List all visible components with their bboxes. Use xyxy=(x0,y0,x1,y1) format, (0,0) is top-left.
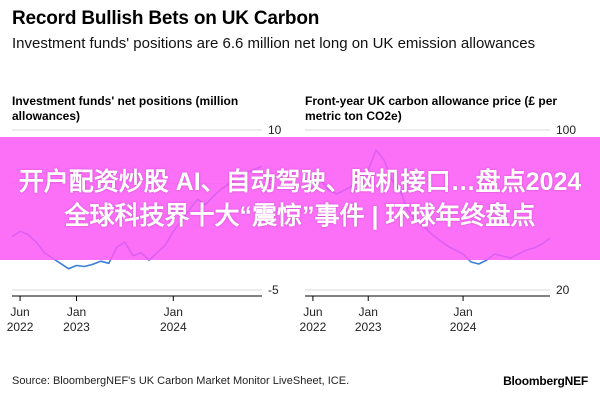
left-panel-title: Investment funds' net positions (million… xyxy=(12,94,239,123)
x-tick-month-0-2: Jan xyxy=(164,305,183,319)
x-tick-year-1-0: 2022 xyxy=(300,320,327,334)
overlay-banner-text: 开户配资炒股 AI、自动驾驶、脑机接口…盘点2024全球科技界十大“震惊”事件 … xyxy=(18,167,582,230)
y-tick-label-1-1: 20 xyxy=(556,283,570,297)
right-panel-title: Front-year UK carbon allowance price (£ … xyxy=(305,94,558,123)
source-note: Source: BloombergNEF's UK Carbon Market … xyxy=(12,375,350,387)
brand-logo: BloombergNEF xyxy=(503,374,588,388)
y-tick-label-0-0: 10 xyxy=(268,123,282,137)
x-tick-month-0-0: Jun xyxy=(10,305,29,319)
x-tick-year-1-2: 2024 xyxy=(450,320,477,334)
x-tick-month-0-1: Jan xyxy=(67,305,86,319)
x-tick-year-0-1: 2023 xyxy=(63,320,90,334)
chart-subtitle: Investment funds' positions are 6.6 mill… xyxy=(12,35,536,52)
y-tick-label-1-0: 100 xyxy=(556,123,576,137)
chart-title: Record Bullish Bets on UK Carbon xyxy=(12,8,320,29)
x-tick-month-1-2: Jan xyxy=(453,305,472,319)
overlay-banner[interactable]: 开户配资炒股 AI、自动驾驶、脑机接口…盘点2024全球科技界十大“震惊”事件 … xyxy=(0,137,600,260)
x-tick-month-1-0: Jun xyxy=(303,305,322,319)
x-tick-year-1-1: 2023 xyxy=(355,320,382,334)
x-tick-year-0-2: 2024 xyxy=(160,320,187,334)
x-tick-month-1-1: Jan xyxy=(359,305,378,319)
x-tick-year-0-0: 2022 xyxy=(7,320,34,334)
y-tick-label-0-2: -5 xyxy=(268,283,279,297)
